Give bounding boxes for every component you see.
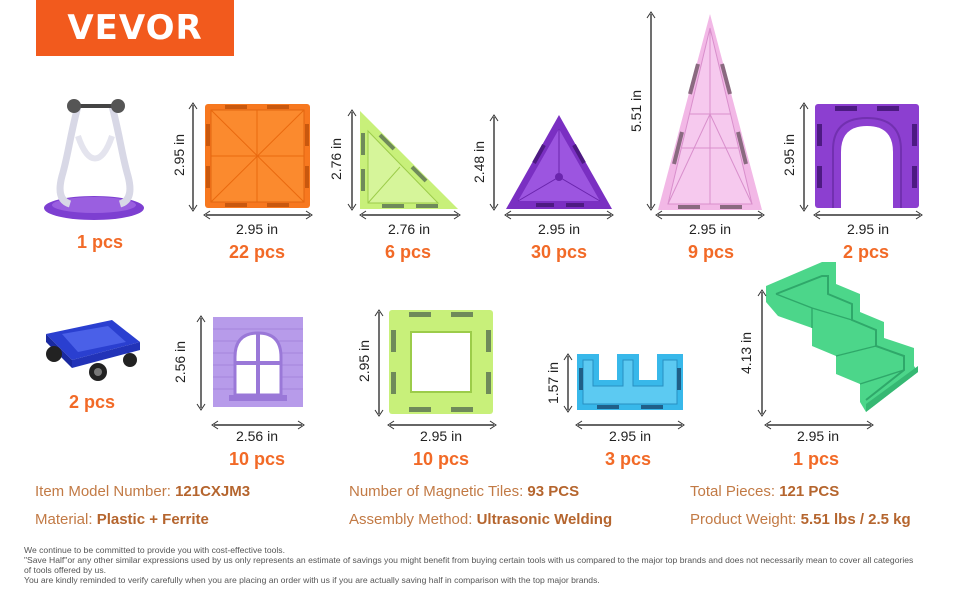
battlement-width-label: 2.95 in <box>608 428 652 444</box>
magnetic-tiles-value: 93 PCS <box>527 483 580 500</box>
square-height-arrow <box>188 102 198 212</box>
assembly-method-value: Ultrasonic Welding <box>476 511 613 528</box>
total-pieces-spec: Total Pieces: 121 PCS <box>690 483 839 500</box>
total-pieces-label: Total Pieces: <box>690 483 776 500</box>
tall-triangle-quantity: 9 pcs <box>687 242 735 262</box>
stand-image <box>44 99 144 220</box>
arch-width-label: 2.95 in <box>846 221 890 237</box>
window-width-label: 2.56 in <box>235 428 279 444</box>
square-quantity: 22 pcs <box>228 242 286 262</box>
right-triangle-quantity: 6 pcs <box>384 242 432 262</box>
equilateral-triangle-width-label: 2.95 in <box>537 221 581 237</box>
product-weight-spec: Product Weight: 5.51 lbs / 2.5 kg <box>690 511 911 528</box>
equilateral-triangle-width-arrow <box>504 210 614 220</box>
battlement-height-label: 1.57 in <box>545 361 561 405</box>
disclaimer-line-1: We continue to be committed to provide y… <box>24 545 285 555</box>
model-number-spec: Item Model Number: 121CXJM3 <box>35 483 250 500</box>
battlement-tile-image <box>577 354 683 410</box>
material-spec: Material: Plastic + Ferrite <box>35 511 209 528</box>
right-triangle-height-arrow <box>347 109 357 211</box>
tall-triangle-height-arrow <box>646 11 656 211</box>
stairs-quantity: 1 pcs <box>792 449 840 469</box>
equilateral-triangle-quantity: 30 pcs <box>530 242 588 262</box>
arch-width-arrow <box>813 210 923 220</box>
tall-triangle-height-label: 5.51 in <box>628 89 644 133</box>
square-width-label: 2.95 in <box>235 221 279 237</box>
stairs-tile-image <box>766 262 918 412</box>
arch-tile-image <box>815 104 919 208</box>
equilateral-triangle-height-arrow <box>489 114 499 211</box>
right-triangle-width-label: 2.76 in <box>387 221 431 237</box>
disclaimer-line-4: You are kindly reminded to verify carefu… <box>24 575 600 585</box>
stairs-height-label: 4.13 in <box>738 331 754 375</box>
arch-height-label: 2.95 in <box>781 133 797 177</box>
window-height-label: 2.56 in <box>172 340 188 384</box>
stand-quantity: 1 pcs <box>76 232 124 252</box>
car-base-quantity: 2 pcs <box>68 392 116 412</box>
equilateral-triangle-tile-image <box>506 115 612 209</box>
battlement-width-arrow <box>575 420 685 430</box>
frame-square-height-label: 2.95 in <box>356 339 372 383</box>
window-quantity: 10 pcs <box>228 449 286 469</box>
square-width-arrow <box>203 210 313 220</box>
frame-square-quantity: 10 pcs <box>412 449 470 469</box>
disclaimer-line-2: "Save Half"or any other similar expressi… <box>24 555 914 565</box>
vevor-logo: VEVOR <box>36 0 234 56</box>
frame-square-tile-image <box>389 310 493 414</box>
stairs-width-arrow <box>764 420 874 430</box>
model-number-value: 121CXJM3 <box>175 483 251 500</box>
right-triangle-tile-image <box>360 111 458 209</box>
stairs-width-label: 2.95 in <box>796 428 840 444</box>
right-triangle-height-label: 2.76 in <box>328 137 344 181</box>
arch-quantity: 2 pcs <box>842 242 890 262</box>
frame-square-height-arrow <box>374 309 384 417</box>
model-number-label: Item Model Number: <box>35 483 171 500</box>
battlement-quantity: 3 pcs <box>604 449 652 469</box>
window-width-arrow <box>211 420 305 430</box>
battlement-height-arrow <box>563 353 573 413</box>
equilateral-triangle-height-label: 2.48 in <box>471 140 487 184</box>
arch-height-arrow <box>799 102 809 212</box>
product-weight-label: Product Weight: <box>690 511 797 528</box>
right-triangle-width-arrow <box>359 210 461 220</box>
disclaimer-line-3: of tools offered by us. <box>24 565 107 575</box>
magnetic-tiles-label: Number of Magnetic Tiles: <box>349 483 524 500</box>
frame-square-width-label: 2.95 in <box>419 428 463 444</box>
product-weight-value: 5.51 lbs / 2.5 kg <box>800 511 911 528</box>
material-label: Material: <box>35 511 93 528</box>
tall-triangle-width-label: 2.95 in <box>688 221 732 237</box>
window-height-arrow <box>196 315 206 411</box>
assembly-method-spec: Assembly Method: Ultrasonic Welding <box>349 511 612 528</box>
total-pieces-value: 121 PCS <box>779 483 840 500</box>
car-base-image <box>46 320 140 381</box>
material-value: Plastic + Ferrite <box>96 511 209 528</box>
tall-triangle-tile-image <box>658 14 762 210</box>
stairs-height-arrow <box>757 289 767 417</box>
square-height-label: 2.95 in <box>171 133 187 177</box>
window-tile-image <box>213 317 303 407</box>
frame-square-width-arrow <box>387 420 497 430</box>
magnetic-tiles-spec: Number of Magnetic Tiles: 93 PCS <box>349 483 579 500</box>
assembly-method-label: Assembly Method: <box>349 511 473 528</box>
tall-triangle-width-arrow <box>655 210 765 220</box>
square-tile-image <box>205 104 310 208</box>
